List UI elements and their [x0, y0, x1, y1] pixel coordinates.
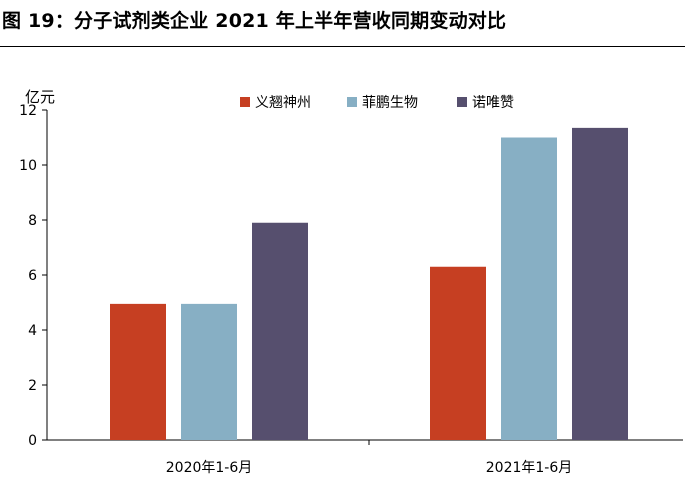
bar-1-2: [430, 266, 486, 440]
y-tick-label: 12: [19, 103, 37, 119]
bar-3-1: [252, 222, 308, 440]
y-tick-label: 2: [28, 378, 37, 394]
bar-3-2: [572, 127, 628, 440]
y-tick-label: 0: [28, 433, 37, 449]
bar-1-1: [110, 303, 166, 440]
legend-swatch-3: [457, 97, 467, 107]
legend-label-1: 义翘神州: [255, 95, 311, 111]
legend-label-2: 菲鹏生物: [362, 95, 418, 111]
bar-2-1: [181, 303, 237, 440]
legend-swatch-2: [347, 97, 357, 107]
legend-swatch-1: [240, 97, 250, 107]
figure-title: 图 19：分子试剂类企业 2021 年上半年营收同期变动对比: [2, 10, 507, 32]
x-category-label: 2020年1-6月: [166, 460, 253, 476]
x-category-label: 2021年1-6月: [486, 460, 573, 476]
y-axis-unit-label: 亿元: [25, 88, 55, 106]
y-tick-label: 6: [28, 268, 37, 284]
title-divider: [0, 46, 685, 47]
y-tick-label: 10: [19, 158, 37, 174]
y-tick-label: 8: [28, 213, 37, 229]
y-tick-label: 4: [28, 323, 37, 339]
bar-2-2: [501, 137, 557, 440]
legend-label-3: 诺唯赞: [472, 95, 514, 111]
